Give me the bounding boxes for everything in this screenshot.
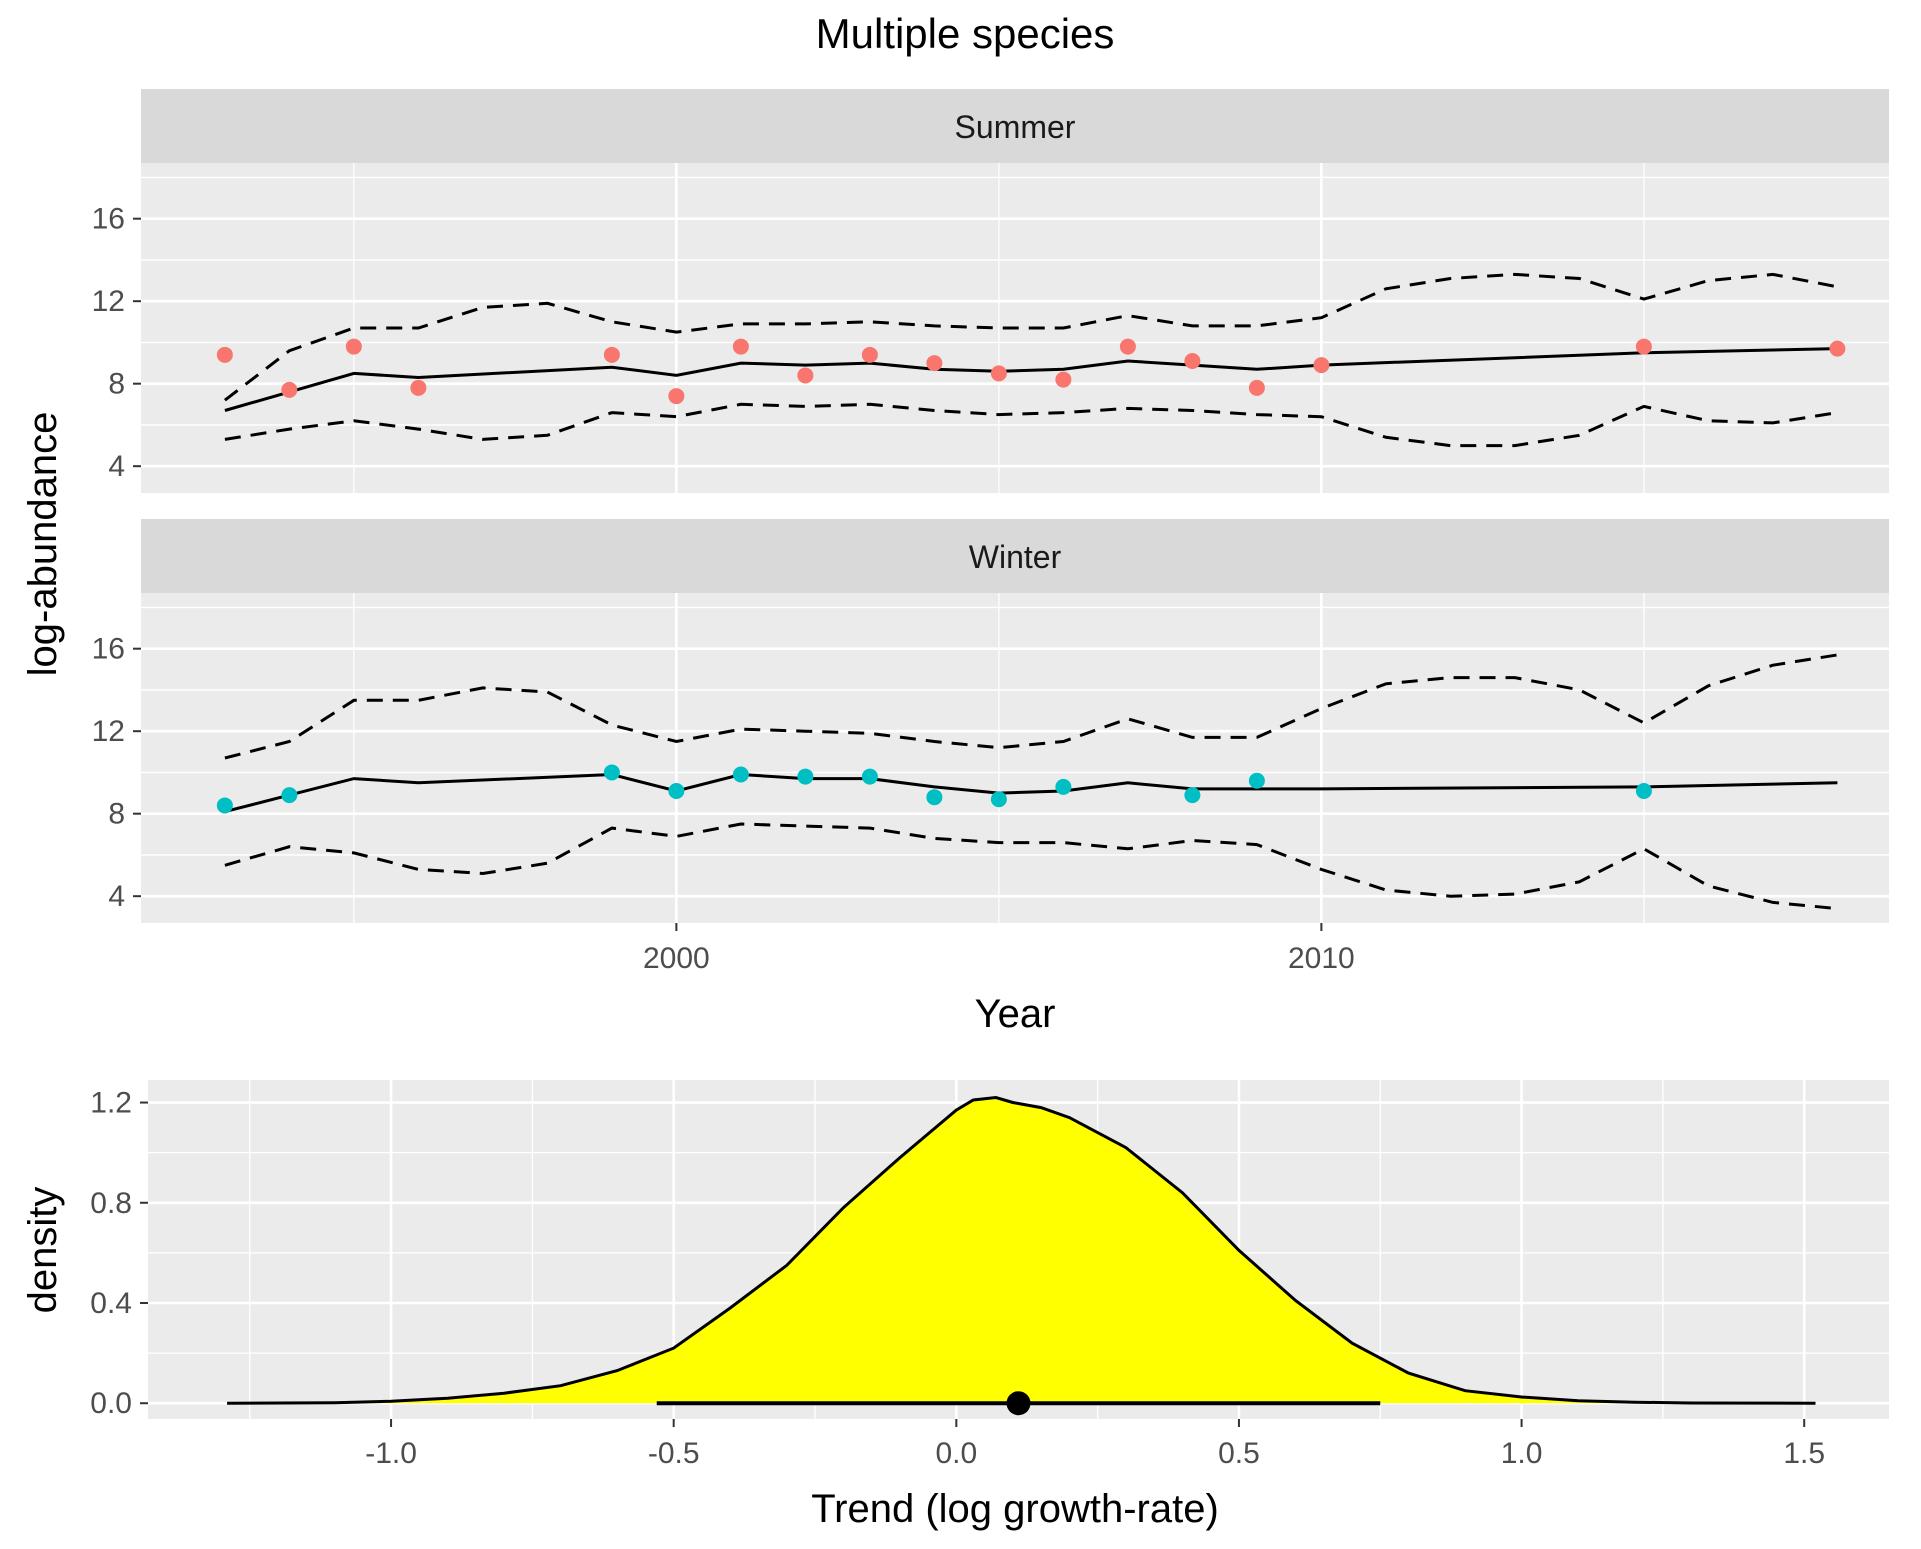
ylabel-log-abundance: log-abundance <box>21 412 65 677</box>
upper-bound-line-summer <box>223 272 1838 402</box>
y-tick-label: 12 <box>92 715 125 748</box>
ylabel-density: density <box>21 1187 65 1314</box>
data-point-winter <box>926 789 943 806</box>
grid-summer <box>141 163 1889 493</box>
lower-bound-line-summer <box>224 402 1838 448</box>
y-tick-label: 8 <box>108 798 125 831</box>
data-point-summer <box>1184 353 1201 369</box>
density-area <box>227 1097 1816 1404</box>
y-tick-label: 8 <box>108 368 125 401</box>
strip-summer-label: Summer <box>955 109 1076 145</box>
figure-title: Multiple species <box>816 10 1115 57</box>
x-tick-label: -0.5 <box>648 1437 700 1470</box>
panel-winter-bg <box>141 593 1889 923</box>
data-point-winter <box>1055 778 1072 795</box>
series-winter <box>224 653 1838 911</box>
data-point-summer <box>990 365 1007 382</box>
y-tick-label: 16 <box>92 633 125 666</box>
x-tick-label: 1.0 <box>1501 1437 1543 1470</box>
y-tick-label: 16 <box>92 203 125 236</box>
data-point-winter <box>732 766 749 783</box>
data-point-winter <box>861 768 878 785</box>
yticks-density: 0.0 0.4 0.8 1.2 <box>90 1087 148 1420</box>
panel-summer: Summer 4 8 12 16 <box>92 89 1889 493</box>
x-tick-label: 1.5 <box>1783 1437 1825 1470</box>
data-point-summer <box>1248 379 1265 396</box>
data-point-summer <box>603 346 620 363</box>
data-point-winter <box>1184 787 1201 804</box>
x-tick-label: 2010 <box>1288 942 1355 975</box>
x-tick-label: 0.0 <box>935 1437 977 1470</box>
data-point-summer <box>861 346 878 363</box>
points-winter <box>216 764 1652 814</box>
data-point-summer <box>281 381 298 398</box>
data-point-summer <box>668 388 685 405</box>
data-point-summer <box>410 379 427 396</box>
data-point-winter <box>797 768 814 785</box>
data-point-summer <box>732 338 749 355</box>
data-point-winter <box>990 791 1007 808</box>
strip-winter-label: Winter <box>969 539 1062 575</box>
yticks-winter: 4 8 12 16 <box>92 633 141 913</box>
y-tick-label: 1.2 <box>90 1087 132 1120</box>
grid-winter <box>141 593 1889 923</box>
data-point-winter <box>603 764 620 781</box>
panel-winter: Winter 4 8 12 16 <box>92 519 1889 923</box>
strip-winter-bg <box>141 519 1889 593</box>
xlabel-year: Year <box>975 992 1056 1036</box>
xticks-density: -1.0 -0.5 0.0 0.5 1.0 1.5 <box>365 1419 1825 1470</box>
xticks-year: 2000 2010 <box>643 923 1355 975</box>
data-point-summer <box>1055 371 1072 388</box>
density-layer <box>227 1095 1816 1416</box>
data-point-winter <box>1635 783 1652 799</box>
data-point-summer <box>1635 338 1652 355</box>
upper-bound-line-winter <box>224 653 1838 760</box>
data-point-summer <box>345 338 362 355</box>
points-summer <box>216 338 1846 405</box>
x-tick-label: 2000 <box>643 942 710 975</box>
y-tick-label: 0.8 <box>90 1187 132 1220</box>
y-tick-label: 4 <box>108 880 125 913</box>
xlabel-trend: Trend (log growth-rate) <box>811 1487 1219 1531</box>
y-tick-label: 0.0 <box>90 1387 132 1420</box>
y-tick-label: 12 <box>92 285 125 318</box>
strip-summer-bg <box>141 89 1889 163</box>
data-point-summer <box>216 346 233 363</box>
y-tick-label: 0.4 <box>90 1287 132 1320</box>
yticks-summer: 4 8 12 16 <box>92 203 141 483</box>
data-point-summer <box>1829 340 1846 357</box>
x-tick-label: -1.0 <box>365 1437 417 1470</box>
trend-line-winter <box>224 772 1838 814</box>
panel-density: 0.0 0.4 0.8 1.2 -1.0 -0.5 0.0 0.5 1.0 1.5 <box>90 1080 1889 1470</box>
data-point-summer <box>926 355 943 372</box>
data-point-winter <box>1248 772 1265 789</box>
data-point-summer <box>797 367 814 384</box>
data-point-winter <box>216 797 233 814</box>
data-point-winter <box>281 787 298 804</box>
point-estimate <box>1006 1391 1031 1416</box>
density-curve <box>227 1095 1816 1405</box>
x-tick-label: 0.5 <box>1218 1437 1260 1470</box>
y-tick-label: 4 <box>108 450 125 483</box>
data-point-summer <box>1313 357 1330 374</box>
data-point-winter <box>668 783 685 799</box>
data-point-summer <box>1119 338 1136 355</box>
lower-bound-line-winter <box>224 822 1838 911</box>
